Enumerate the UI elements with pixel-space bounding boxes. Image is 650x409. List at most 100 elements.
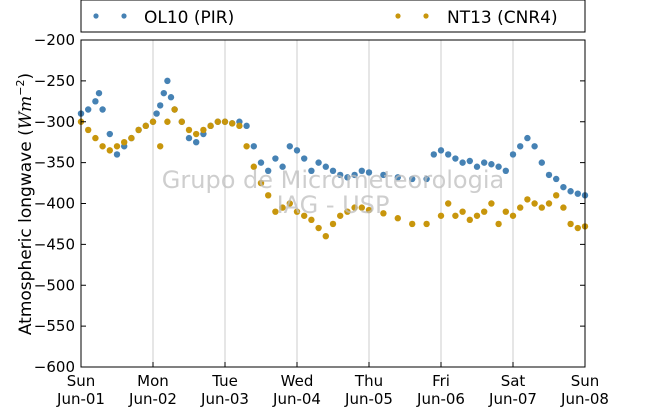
data-point — [538, 159, 545, 166]
data-point — [473, 212, 481, 219]
data-point — [164, 77, 171, 85]
data-point — [553, 175, 560, 183]
data-point — [409, 220, 416, 228]
legend-box — [80, 0, 586, 33]
x-tick-label: Tue Jun-03 — [200, 372, 249, 408]
data-point — [560, 183, 567, 191]
data-points — [77, 77, 589, 240]
data-point — [488, 161, 495, 168]
data-point — [430, 151, 437, 158]
data-point — [574, 224, 581, 232]
data-point — [394, 215, 401, 222]
data-point — [344, 174, 351, 181]
data-point — [157, 143, 164, 150]
data-point — [423, 175, 430, 183]
data-point — [538, 204, 545, 211]
data-point — [113, 151, 121, 158]
data-point — [481, 159, 488, 166]
data-point — [365, 169, 373, 176]
data-point — [445, 200, 452, 207]
data-point — [236, 122, 243, 130]
data-point — [164, 118, 171, 125]
series-ol10 — [77, 77, 589, 199]
data-point — [214, 118, 221, 125]
data-point — [351, 171, 358, 179]
data-point — [567, 220, 574, 228]
legend-marker-ol10 — [93, 13, 99, 19]
data-point — [553, 192, 560, 199]
legend-label-ol10: OL10 (PIR) — [144, 8, 234, 28]
data-point — [488, 200, 495, 207]
data-point — [301, 212, 308, 219]
data-point — [301, 155, 308, 162]
data-point — [452, 155, 459, 162]
data-point — [221, 118, 229, 125]
data-point — [445, 151, 452, 158]
data-point — [394, 174, 401, 181]
data-point — [409, 175, 416, 183]
data-point — [322, 233, 329, 240]
legend-marker-nt13 — [395, 13, 401, 19]
data-point — [279, 163, 286, 170]
data-point — [265, 167, 272, 174]
data-point — [128, 134, 135, 142]
y-tick-label: −600 — [34, 358, 75, 376]
data-point — [531, 200, 538, 207]
data-point — [459, 208, 466, 215]
x-tick-label: Fri Jun-06 — [416, 372, 465, 408]
data-point — [185, 134, 193, 142]
data-point — [193, 138, 200, 146]
y-tick-label: −350 — [34, 154, 75, 172]
data-point — [142, 122, 149, 130]
data-point — [308, 167, 315, 174]
data-point — [286, 143, 293, 150]
data-point — [337, 171, 344, 179]
data-point — [337, 212, 344, 219]
data-point — [85, 126, 92, 134]
y-tick-label: −450 — [34, 235, 75, 253]
data-point — [85, 106, 92, 113]
data-point — [524, 196, 531, 203]
data-point — [178, 118, 185, 125]
data-point — [229, 120, 236, 127]
data-point — [272, 208, 279, 215]
data-point — [517, 143, 524, 150]
x-tick-label: Sun Jun-08 — [560, 372, 609, 408]
data-point — [243, 143, 250, 150]
data-point — [315, 224, 322, 232]
data-point — [308, 216, 315, 224]
data-point — [502, 167, 509, 174]
y-tick-label: −200 — [34, 31, 75, 49]
legend-marker-nt13 — [423, 13, 429, 19]
data-point — [207, 122, 214, 130]
data-point — [517, 204, 524, 211]
data-point — [92, 134, 99, 142]
data-point — [567, 188, 574, 195]
data-point — [531, 143, 538, 150]
data-point — [524, 134, 531, 142]
data-point — [437, 147, 445, 154]
data-point — [92, 98, 99, 105]
data-point — [286, 200, 293, 207]
data-point — [466, 216, 473, 224]
data-point — [509, 151, 517, 158]
legend-label-nt13: NT13 (CNR4) — [447, 8, 558, 28]
data-point — [171, 106, 178, 113]
data-point — [459, 159, 466, 166]
data-point — [167, 94, 175, 101]
data-point — [329, 167, 337, 174]
data-point — [293, 208, 301, 215]
data-point — [545, 200, 553, 207]
grid — [152, 40, 514, 367]
data-point — [257, 179, 265, 187]
watermark-line2: IAG - USP — [277, 191, 390, 219]
x-tick-label: Mon Jun-02 — [128, 372, 177, 408]
data-point — [574, 190, 581, 197]
data-point — [250, 143, 257, 150]
data-point — [193, 130, 200, 138]
data-point — [149, 118, 157, 125]
data-point — [279, 204, 286, 211]
series-nt13 — [77, 106, 589, 240]
